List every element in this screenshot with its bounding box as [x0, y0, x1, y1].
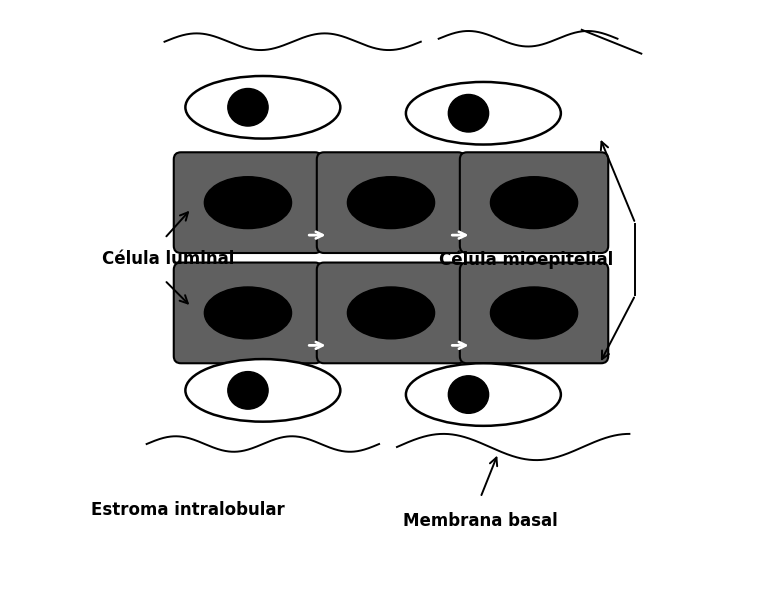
Ellipse shape [204, 176, 292, 228]
Text: Estroma intralobular: Estroma intralobular [91, 501, 285, 519]
Ellipse shape [490, 287, 578, 339]
Ellipse shape [228, 372, 268, 409]
Ellipse shape [204, 287, 292, 339]
Ellipse shape [406, 82, 561, 145]
FancyBboxPatch shape [460, 262, 608, 363]
Ellipse shape [406, 363, 561, 426]
Ellipse shape [490, 176, 578, 228]
FancyBboxPatch shape [317, 152, 465, 253]
FancyBboxPatch shape [317, 262, 465, 363]
Ellipse shape [347, 176, 435, 228]
Ellipse shape [448, 94, 489, 132]
FancyBboxPatch shape [460, 152, 608, 253]
Ellipse shape [347, 287, 435, 339]
Ellipse shape [185, 76, 340, 139]
Text: Célula mioepitelial: Célula mioepitelial [439, 250, 613, 269]
Ellipse shape [228, 89, 268, 126]
FancyBboxPatch shape [174, 152, 322, 253]
Ellipse shape [448, 376, 489, 414]
Text: Membrana basal: Membrana basal [403, 513, 558, 530]
Ellipse shape [185, 359, 340, 422]
FancyBboxPatch shape [174, 262, 322, 363]
Text: Célula luminal: Célula luminal [102, 250, 235, 268]
